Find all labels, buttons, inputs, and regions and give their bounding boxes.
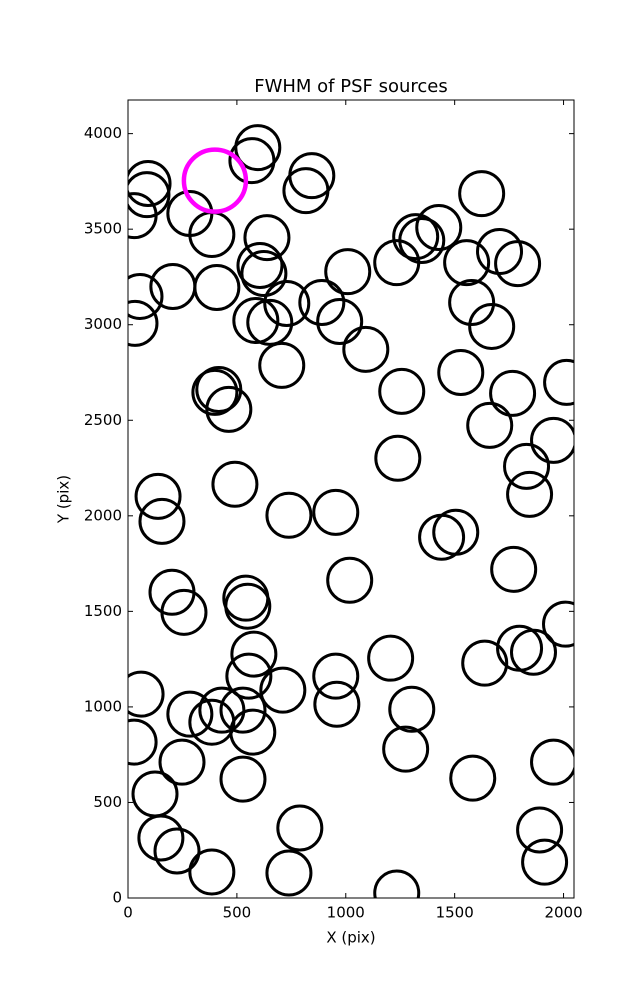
source-marker bbox=[128, 670, 165, 718]
source-marker bbox=[134, 472, 182, 520]
source-marker bbox=[228, 137, 276, 185]
y-tick-label: 500 bbox=[93, 793, 122, 811]
source-marker bbox=[236, 241, 284, 289]
source-marker bbox=[437, 348, 485, 396]
source-marker bbox=[466, 401, 514, 449]
x-tick-label: 1500 bbox=[436, 904, 474, 922]
source-marker bbox=[378, 367, 426, 415]
source-marker bbox=[198, 686, 246, 734]
source-marker bbox=[530, 416, 574, 464]
source-marker bbox=[398, 216, 446, 264]
source-marker bbox=[489, 369, 537, 417]
source-marker bbox=[312, 488, 360, 536]
source-marker bbox=[137, 814, 185, 862]
source-marker bbox=[298, 279, 346, 327]
source-marker bbox=[468, 302, 516, 350]
source-marker bbox=[128, 718, 158, 766]
source-marker bbox=[432, 508, 480, 556]
source-marker bbox=[448, 279, 496, 327]
source-marker bbox=[312, 652, 360, 700]
source-marker bbox=[530, 738, 574, 786]
source-marker bbox=[461, 639, 509, 687]
source-marker bbox=[313, 680, 361, 728]
source-marker bbox=[521, 838, 569, 886]
x-tick-label: 500 bbox=[223, 904, 252, 922]
source-marker bbox=[373, 869, 421, 898]
source-marker bbox=[158, 738, 206, 786]
x-tick-label: 2000 bbox=[544, 904, 582, 922]
source-marker bbox=[367, 634, 415, 682]
y-tick-label: 2500 bbox=[84, 411, 122, 429]
source-marker bbox=[225, 652, 273, 700]
source-marker bbox=[282, 167, 330, 215]
source-marker bbox=[224, 582, 272, 630]
source-marker bbox=[153, 827, 201, 875]
y-axis-label: Y (pix) bbox=[55, 475, 73, 524]
source-marker bbox=[506, 470, 554, 518]
source-marker bbox=[449, 754, 497, 802]
source-marker bbox=[219, 755, 267, 803]
y-tick-label: 0 bbox=[112, 889, 122, 907]
source-marker bbox=[316, 297, 364, 345]
source-marker bbox=[193, 263, 241, 311]
source-marker bbox=[503, 442, 551, 490]
source-marker bbox=[181, 147, 249, 214]
source-marker bbox=[211, 460, 259, 508]
source-marker bbox=[542, 600, 574, 648]
source-marker bbox=[243, 214, 291, 262]
y-tick-label: 4000 bbox=[84, 124, 122, 142]
y-tick-label: 1500 bbox=[84, 602, 122, 620]
source-marker bbox=[128, 160, 172, 208]
source-marker bbox=[128, 299, 159, 347]
source-marker bbox=[232, 297, 280, 345]
source-marker bbox=[276, 804, 324, 852]
y-tick-label: 3500 bbox=[84, 220, 122, 238]
source-marker bbox=[259, 666, 307, 714]
source-marker bbox=[458, 170, 506, 218]
source-marker bbox=[240, 250, 288, 298]
source-marker bbox=[229, 708, 277, 756]
source-marker bbox=[494, 240, 542, 288]
source-marker bbox=[392, 213, 440, 261]
source-marker bbox=[191, 368, 239, 416]
plot-frame bbox=[127, 99, 575, 899]
source-marker bbox=[324, 248, 372, 296]
source-marker bbox=[128, 192, 158, 240]
source-marker bbox=[490, 545, 538, 593]
source-marker bbox=[166, 690, 214, 738]
source-marker bbox=[265, 491, 313, 539]
source-marker bbox=[246, 298, 294, 346]
source-marker bbox=[263, 280, 311, 328]
source-marker bbox=[188, 848, 236, 896]
source-marker bbox=[516, 806, 564, 854]
y-tick-label: 1000 bbox=[84, 697, 122, 715]
source-marker bbox=[443, 239, 491, 287]
source-marker bbox=[543, 358, 574, 406]
source-marker bbox=[219, 686, 267, 734]
x-axis-label: X (pix) bbox=[326, 929, 375, 947]
source-marker bbox=[138, 497, 186, 545]
source-marker bbox=[342, 325, 390, 373]
source-marker bbox=[265, 849, 313, 897]
source-marker bbox=[205, 385, 253, 433]
source-marker bbox=[258, 341, 306, 389]
source-marker bbox=[388, 685, 436, 733]
source-marker bbox=[326, 556, 374, 604]
chart-title: FWHM of PSF sources bbox=[254, 76, 448, 97]
x-tick-label: 1000 bbox=[327, 904, 365, 922]
source-marker bbox=[415, 203, 463, 251]
source-marker bbox=[160, 588, 208, 636]
plot-area bbox=[128, 124, 574, 898]
source-marker bbox=[382, 725, 430, 773]
y-tick-label: 2000 bbox=[84, 506, 122, 524]
source-marker bbox=[509, 628, 557, 676]
source-marker bbox=[128, 171, 171, 219]
x-tick-label: 0 bbox=[123, 904, 133, 922]
source-marker bbox=[128, 272, 164, 320]
y-tick-label: 3000 bbox=[84, 315, 122, 333]
source-marker bbox=[374, 434, 422, 482]
source-marker bbox=[230, 630, 278, 678]
